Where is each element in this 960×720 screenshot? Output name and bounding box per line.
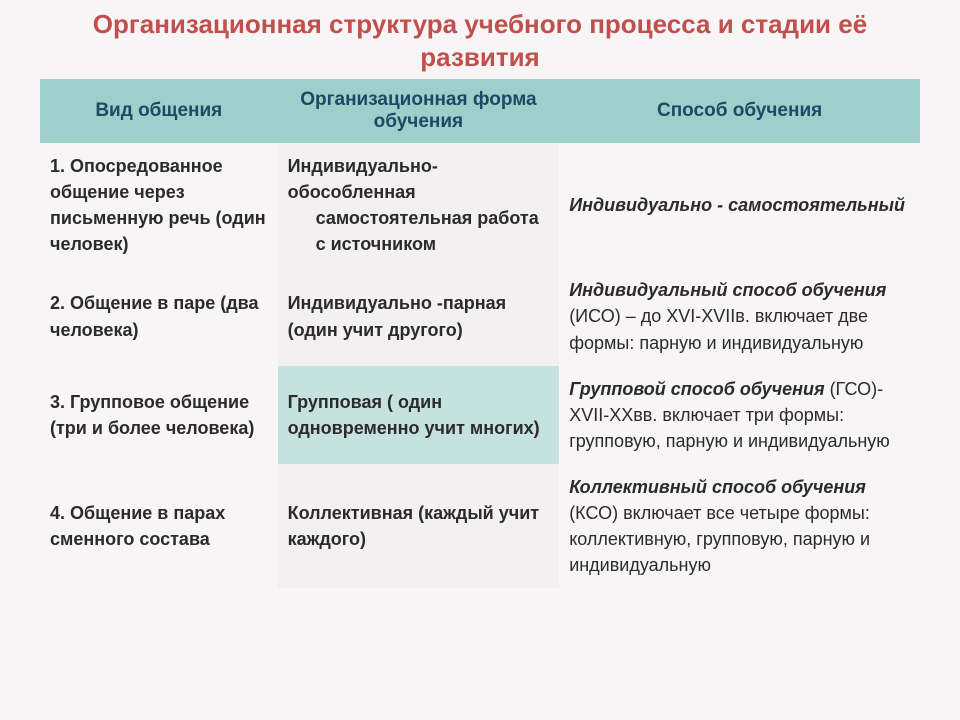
method-name: Групповой способ обучения bbox=[569, 379, 824, 399]
cell-communication-type: 3. Групповое общение (три и более челове… bbox=[40, 366, 278, 464]
cell-org-form: Коллективная (каждый учит каждого) bbox=[278, 464, 560, 588]
cell-communication-type: 1. Опосредованное общение через письменн… bbox=[40, 143, 278, 267]
method-description: (ИСО) – до XVI-XVIIв. включает две формы… bbox=[569, 306, 868, 352]
method-name: Индивидуально - самостоятельный bbox=[569, 195, 905, 215]
table-header-row: Вид общения Организационная форма обучен… bbox=[40, 79, 920, 143]
cell-communication-type: 2. Общение в паре (два человека) bbox=[40, 267, 278, 365]
cell-method: Индивидуальный способ обучения (ИСО) – д… bbox=[559, 267, 920, 365]
header-cell-3: Способ обучения bbox=[559, 79, 920, 143]
method-name: Индивидуальный способ обучения bbox=[569, 280, 886, 300]
cell-org-form: Групповая ( один одновременно учит многи… bbox=[278, 366, 560, 464]
cell-org-form: Индивидуально-обособленнаясамостоятельна… bbox=[278, 143, 560, 267]
table-body: 1. Опосредованное общение через письменн… bbox=[40, 143, 920, 588]
cell-method: Индивидуально - самостоятельный bbox=[559, 143, 920, 267]
structure-table: Вид общения Организационная форма обучен… bbox=[40, 79, 920, 588]
cell-org-form: Индивидуально -парная (один учит другого… bbox=[278, 267, 560, 365]
table-row: 2. Общение в паре (два человека)Индивиду… bbox=[40, 267, 920, 365]
header-cell-2: Организационная форма обучения bbox=[278, 79, 560, 143]
table-row: 4. Общение в парах сменного составаКолле… bbox=[40, 464, 920, 588]
method-description: (КСО) включает все четыре формы: коллект… bbox=[569, 503, 870, 575]
table-row: 1. Опосредованное общение через письменн… bbox=[40, 143, 920, 267]
table-row: 3. Групповое общение (три и более челове… bbox=[40, 366, 920, 464]
cell-method: Групповой способ обучения (ГСО)-XVII-XXв… bbox=[559, 366, 920, 464]
method-name: Коллективный способ обучения bbox=[569, 477, 866, 497]
header-cell-1: Вид общения bbox=[40, 79, 278, 143]
cell-communication-type: 4. Общение в парах сменного состава bbox=[40, 464, 278, 588]
slide: Организационная структура учебного проце… bbox=[0, 0, 960, 720]
page-title: Организационная структура учебного проце… bbox=[40, 8, 920, 73]
cell-method: Коллективный способ обучения (КСО) включ… bbox=[559, 464, 920, 588]
